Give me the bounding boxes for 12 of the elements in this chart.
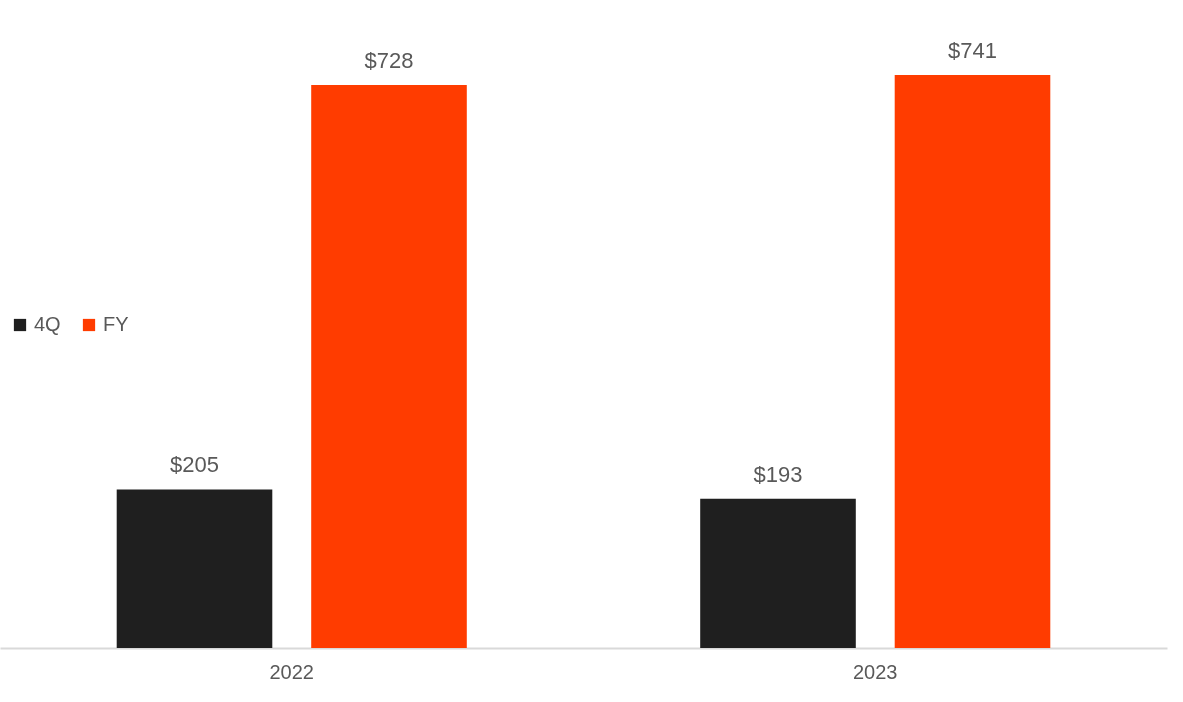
bar (116, 489, 273, 648)
bar (311, 85, 467, 648)
x-tick-label: 2022 (269, 660, 314, 683)
bar (700, 498, 856, 648)
data-label: $193 (753, 461, 803, 487)
data-label: $205 (170, 452, 219, 478)
legend-label: 4Q (34, 313, 61, 335)
data-label: $728 (364, 48, 414, 74)
legend-label: FY (103, 313, 129, 335)
x-tick-label: 2023 (853, 660, 898, 683)
data-label: $741 (948, 38, 997, 63)
bar (894, 75, 1051, 648)
